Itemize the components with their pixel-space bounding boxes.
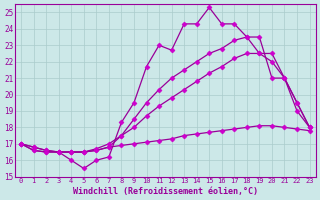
X-axis label: Windchill (Refroidissement éolien,°C): Windchill (Refroidissement éolien,°C) xyxy=(73,187,258,196)
